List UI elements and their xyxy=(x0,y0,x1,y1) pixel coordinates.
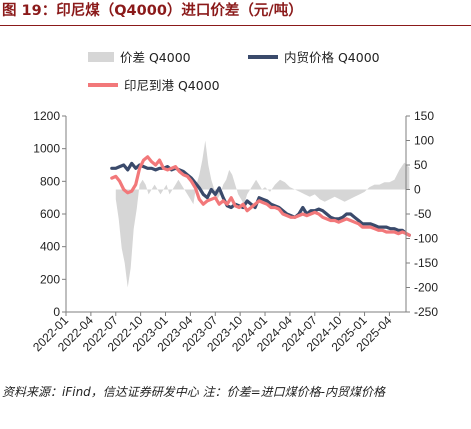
right-tick-label: 100 xyxy=(414,134,434,148)
axes-layer: 020040060080010001200-250-200-150-100-50… xyxy=(30,109,438,354)
spread-chart: 020040060080010001200-250-200-150-100-50… xyxy=(30,50,438,354)
left-tick-label: 800 xyxy=(40,174,60,188)
left-tick-label: 1200 xyxy=(33,109,60,123)
price-lines-layer xyxy=(110,155,411,237)
series-indonesia-line xyxy=(110,155,411,237)
title-divider xyxy=(0,25,471,26)
right-tick-label: -100 xyxy=(414,232,438,246)
legend-label-spread: 价差 Q4000 xyxy=(120,50,191,65)
source-note: 资料来源：iFind，信达证券研发中心 注：价差=进口煤价格-内贸煤价格 xyxy=(2,385,385,399)
left-tick-label: 1000 xyxy=(33,142,60,156)
left-tick-label: 400 xyxy=(40,240,60,254)
right-tick-label: -250 xyxy=(414,305,438,319)
right-tick-label: -50 xyxy=(414,207,432,221)
right-tick-label: 150 xyxy=(414,109,434,123)
legend-label-domestic: 内贸价格 Q4000 xyxy=(284,50,380,65)
right-tick-label: 50 xyxy=(414,158,428,172)
legend-label-indonesia: 印尼到港 Q4000 xyxy=(124,78,220,93)
right-tick-label: -200 xyxy=(414,281,438,295)
figure-title: 图 19：印尼煤（Q4000）进口价差（元/吨） xyxy=(2,3,303,19)
series-domestic-line xyxy=(110,161,411,237)
left-tick-label: 200 xyxy=(40,272,60,286)
legend-swatch-spread xyxy=(88,52,114,62)
right-tick-label: 0 xyxy=(414,183,421,197)
right-tick-label: -150 xyxy=(414,256,438,270)
left-tick-label: 600 xyxy=(40,207,60,221)
left-tick-label: 0 xyxy=(53,305,60,319)
legend: 价差 Q4000 内贸价格 Q4000 印尼到港 Q4000 xyxy=(88,50,380,93)
